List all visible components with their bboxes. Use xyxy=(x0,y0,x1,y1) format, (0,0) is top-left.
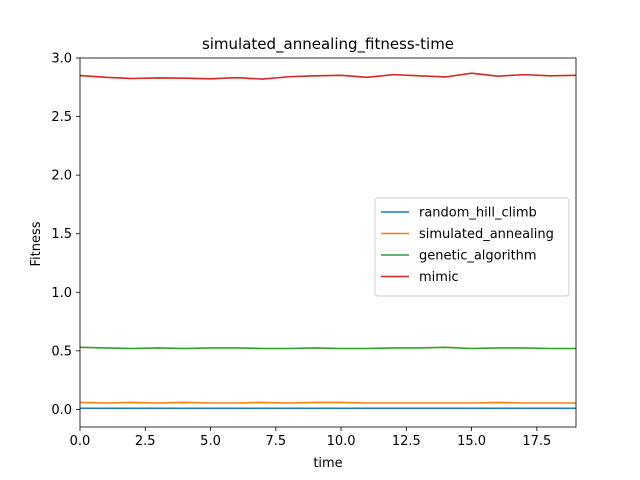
x-tick-label: 5.0 xyxy=(200,434,221,449)
plot-area: 0.0 2.5 5.0 7.5 10.0 12.5 15.0 17.5 0.0 0.5 1.0 1.5… xyxy=(51,52,577,449)
x-tick-label: 0.0 xyxy=(70,434,91,449)
axes-frame xyxy=(79,57,577,428)
x-axis-label: time xyxy=(313,456,342,471)
y-tick-label: 1.0 xyxy=(51,286,72,301)
series-line-genetic_algorithm xyxy=(79,346,576,350)
legend-label-mimic: mimic xyxy=(419,270,459,285)
legend-box xyxy=(374,197,570,297)
legend: random_hill_climb simulated_annealinggene… xyxy=(374,197,570,297)
x-tick-label: 12.5 xyxy=(392,434,421,449)
y-tick-label: 2.5 xyxy=(51,110,72,125)
y-tick-label: 1.5 xyxy=(51,227,72,242)
legend-label-simulated_annealing: simulated_annealing xyxy=(419,227,554,242)
y-tick-label: 0.0 xyxy=(51,403,72,418)
chart-title: simulated_annealing_fitness-time xyxy=(202,35,454,54)
series-line-simulated_annealing xyxy=(79,401,576,404)
x-tick-label: 7.5 xyxy=(265,434,286,449)
y-axis-label: Fitness xyxy=(29,221,44,266)
y-tick-label: 2.0 xyxy=(51,169,72,184)
x-tick-label: 10.0 xyxy=(327,434,356,449)
legend-label-random_hill_climb: random_hill_climb xyxy=(419,206,537,221)
x-tick-label: 17.5 xyxy=(522,434,551,449)
y-tick-label: 0.5 xyxy=(51,344,72,359)
x-tick-label: 2.5 xyxy=(135,434,156,449)
legend-label-genetic_algorithm: genetic_algorithm xyxy=(419,249,537,264)
series-line-mimic xyxy=(79,72,577,80)
x-tick-label: 15.0 xyxy=(457,434,486,449)
y-tick-label: 3.0 xyxy=(51,52,72,67)
